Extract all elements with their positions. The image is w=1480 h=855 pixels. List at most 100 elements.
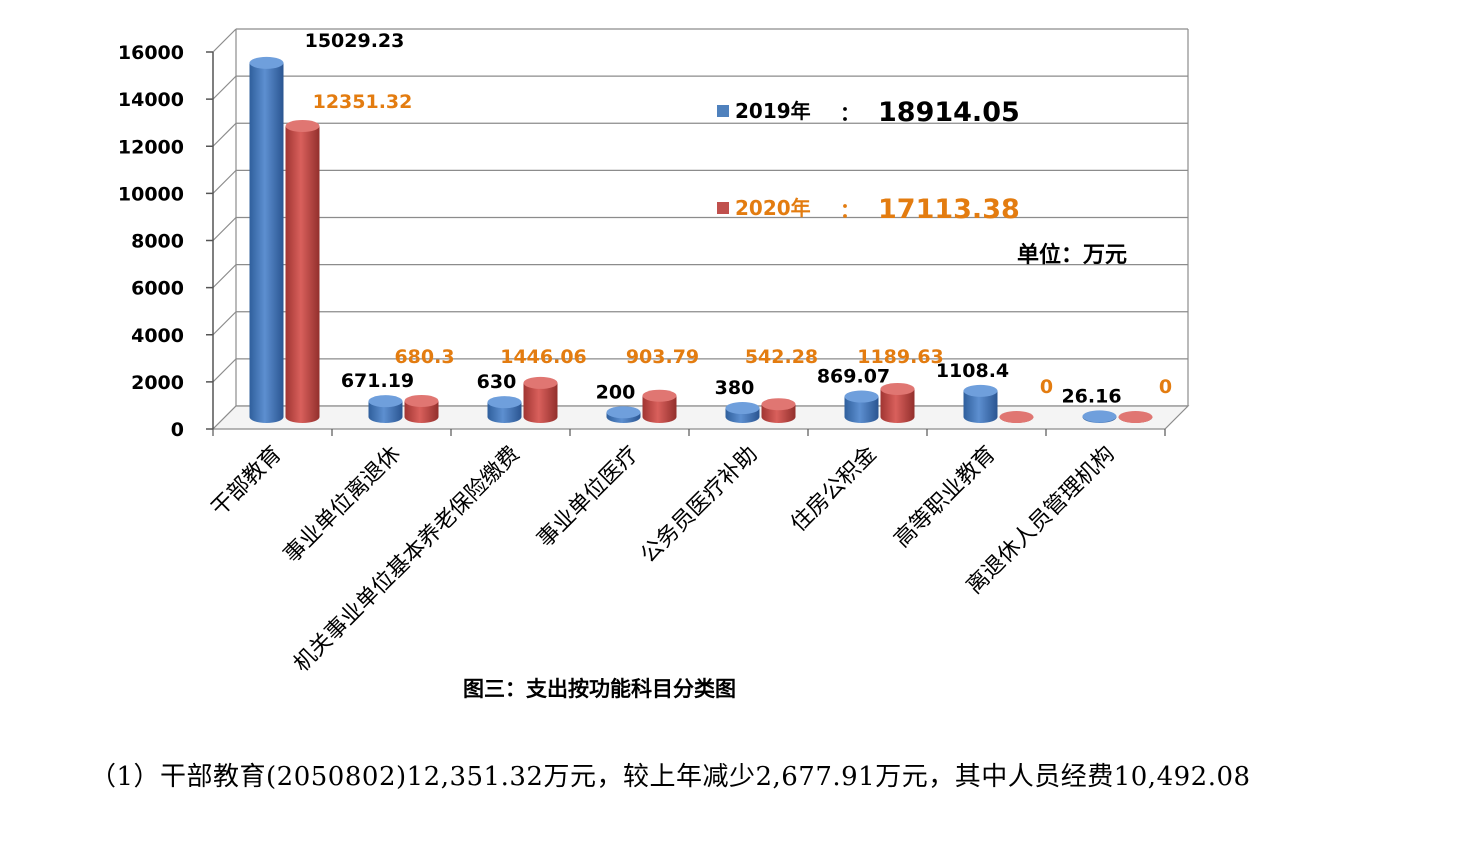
bar-2019	[725, 402, 760, 423]
data-label-2020: 0	[1159, 376, 1172, 398]
bar-top	[999, 411, 1034, 423]
legend-swatch-2020	[717, 202, 729, 214]
legend-swatch-2019	[717, 105, 729, 117]
bar-top	[523, 376, 558, 389]
data-label-2019: 630	[477, 371, 517, 393]
data-label-2020: 1189.63	[857, 346, 944, 368]
y-tick-label: 2000	[131, 372, 184, 394]
bar-top	[404, 394, 439, 407]
bar-body	[523, 382, 558, 423]
bar-top	[606, 406, 641, 419]
bar-series	[249, 56, 1153, 424]
gridline-side	[212, 264, 237, 289]
bar-top	[761, 398, 796, 411]
data-label-2019: 671.19	[341, 370, 414, 392]
data-label-2019: 1108.4	[936, 360, 1009, 382]
gridline-side	[212, 75, 237, 100]
bar-top	[1082, 410, 1117, 423]
bar-body	[963, 390, 998, 423]
bar-body	[487, 402, 522, 423]
data-label-2019: 26.16	[1061, 385, 1121, 407]
bar-2019	[368, 395, 403, 423]
legend-separator-2019: ：	[840, 101, 860, 125]
data-label-2019: 380	[715, 377, 755, 399]
bar-2019	[487, 396, 522, 423]
category-label: 机关事业单位基本养老保险缴费	[289, 442, 524, 677]
gridline-side	[212, 28, 237, 53]
gridline-side	[212, 311, 237, 336]
bar-2020	[999, 411, 1034, 423]
bar-top	[1118, 411, 1153, 423]
data-label-2019: 869.07	[817, 366, 890, 388]
data-label-2020: 903.79	[626, 346, 699, 368]
bar-top	[880, 382, 915, 395]
y-tick-label: 10000	[118, 183, 184, 205]
y-tick-label: 8000	[131, 231, 184, 253]
gridline-side	[212, 122, 237, 147]
legend-total-2019: 18914.05	[878, 97, 1020, 128]
category-label: 公务员医疗补助	[636, 442, 763, 569]
bar-2019	[963, 384, 998, 423]
category-label: 高等职业教育	[890, 442, 1001, 553]
bar-top	[642, 389, 677, 402]
gridline-side	[212, 217, 237, 241]
bar-2020	[523, 376, 558, 423]
bar-2020	[761, 398, 796, 423]
bar-body	[880, 388, 915, 423]
unit-label: 单位：万元	[1017, 242, 1127, 268]
bar-2020	[642, 389, 677, 423]
bar-2019	[844, 390, 879, 423]
bar-2020	[880, 382, 915, 423]
y-tick-label: 14000	[118, 89, 184, 111]
chart-floor	[211, 405, 1190, 430]
bar-2019	[606, 406, 641, 423]
chart-grid	[212, 28, 1189, 430]
bar-body	[844, 396, 879, 423]
y-tick-label: 6000	[131, 278, 184, 300]
legend: 2019年 ： 18914.05 2020年 ： 17113.38	[717, 97, 1020, 225]
category-label: 事业单位离退休	[279, 442, 406, 569]
legend-label-2019: 2019年	[735, 99, 811, 123]
data-label-2020: 680.3	[394, 346, 454, 368]
bar-top	[249, 56, 284, 69]
bar-body	[642, 395, 677, 423]
bar-top	[487, 396, 522, 409]
bar-top	[725, 402, 760, 415]
legend-separator-2020: ：	[840, 198, 860, 222]
bar-body	[285, 125, 320, 424]
bar-2019	[249, 56, 284, 423]
bar-2020	[285, 119, 320, 424]
bar-top	[844, 390, 879, 403]
bar-2019	[1082, 410, 1117, 423]
data-label-2020: 1446.06	[500, 346, 587, 368]
bar-2020	[1118, 411, 1153, 423]
y-tick-label: 12000	[118, 136, 184, 158]
bar-top	[368, 395, 403, 408]
data-label-2019: 200	[596, 381, 636, 403]
data-label-2020: 542.28	[745, 346, 818, 368]
data-label-2020: 12351.32	[313, 91, 413, 113]
bar-2020	[404, 394, 439, 423]
data-label-2020: 0	[1040, 376, 1053, 398]
bar-body	[368, 401, 403, 423]
y-tick-label: 0	[171, 419, 184, 441]
chart-caption: 图三：支出按功能科目分类图	[463, 677, 736, 701]
category-label: 干部教育	[207, 442, 287, 522]
body-paragraph: （1）干部教育(2050802)12,351.32万元，较上年减少2,677.9…	[90, 762, 1251, 792]
legend-total-2020: 17113.38	[878, 194, 1020, 225]
gridline-side	[212, 358, 237, 383]
y-tick-label: 4000	[131, 325, 184, 347]
bar-top	[285, 119, 320, 132]
bar-body	[249, 62, 284, 423]
gridline-side	[212, 169, 237, 194]
y-tick-label: 16000	[118, 42, 184, 64]
category-label: 事业单位医疗	[533, 442, 644, 553]
category-label: 住房公积金	[786, 442, 881, 537]
legend-label-2020: 2020年	[735, 196, 811, 220]
bar-top	[963, 384, 998, 397]
bar-body	[404, 400, 439, 423]
